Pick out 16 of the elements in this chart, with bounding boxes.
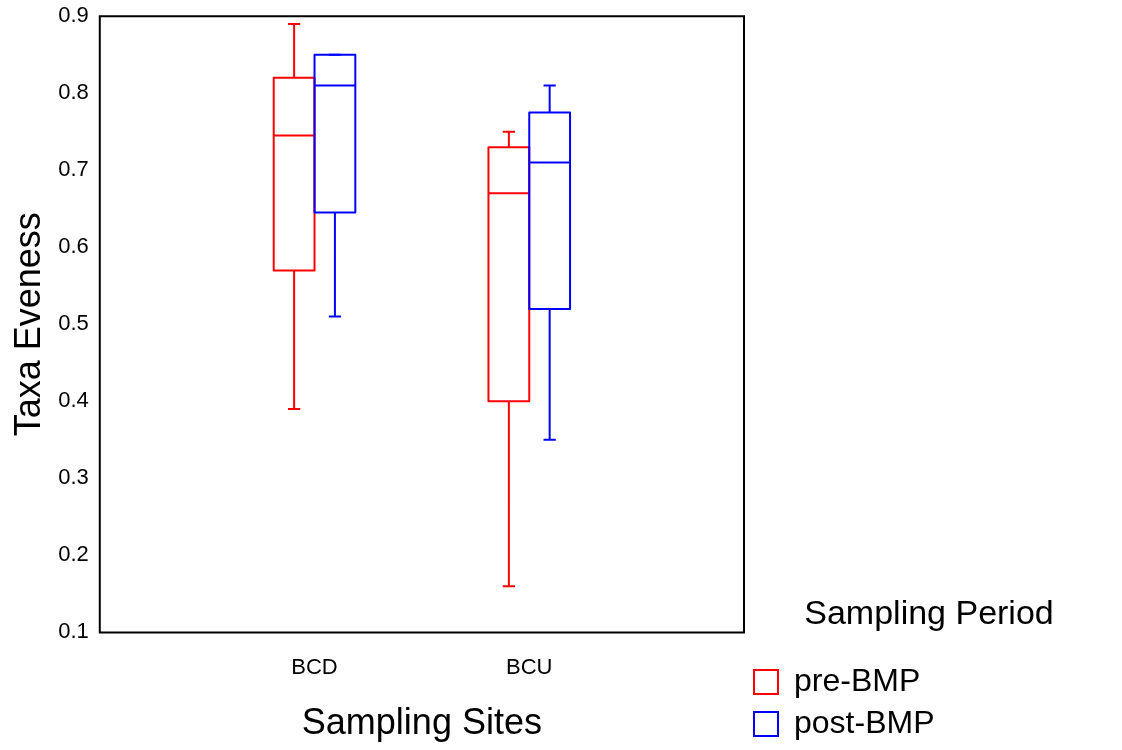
y-tick-label: 0.6 <box>58 233 89 259</box>
y-tick-label: 0.1 <box>58 618 89 644</box>
legend-label: post-BMP <box>794 703 935 740</box>
y-tick-label: 0.9 <box>58 2 89 28</box>
legend-label: pre-BMP <box>794 661 921 698</box>
x-axis-title: Sampling Sites <box>301 701 542 743</box>
y-tick-label: 0.8 <box>58 79 89 105</box>
legend-title: Sampling Period <box>804 592 1054 631</box>
y-tick-label: 0.5 <box>58 310 89 336</box>
y-tick-label: 0.2 <box>58 541 89 567</box>
x-tick-label: BCU <box>506 653 553 679</box>
y-tick-label: 0.4 <box>58 387 89 413</box>
y-tick-label: 0.3 <box>58 464 89 490</box>
x-tick-label: BCD <box>291 653 338 679</box>
y-tick-label: 0.7 <box>58 156 89 182</box>
y-axis-title: Taxa Eveness <box>6 212 48 437</box>
